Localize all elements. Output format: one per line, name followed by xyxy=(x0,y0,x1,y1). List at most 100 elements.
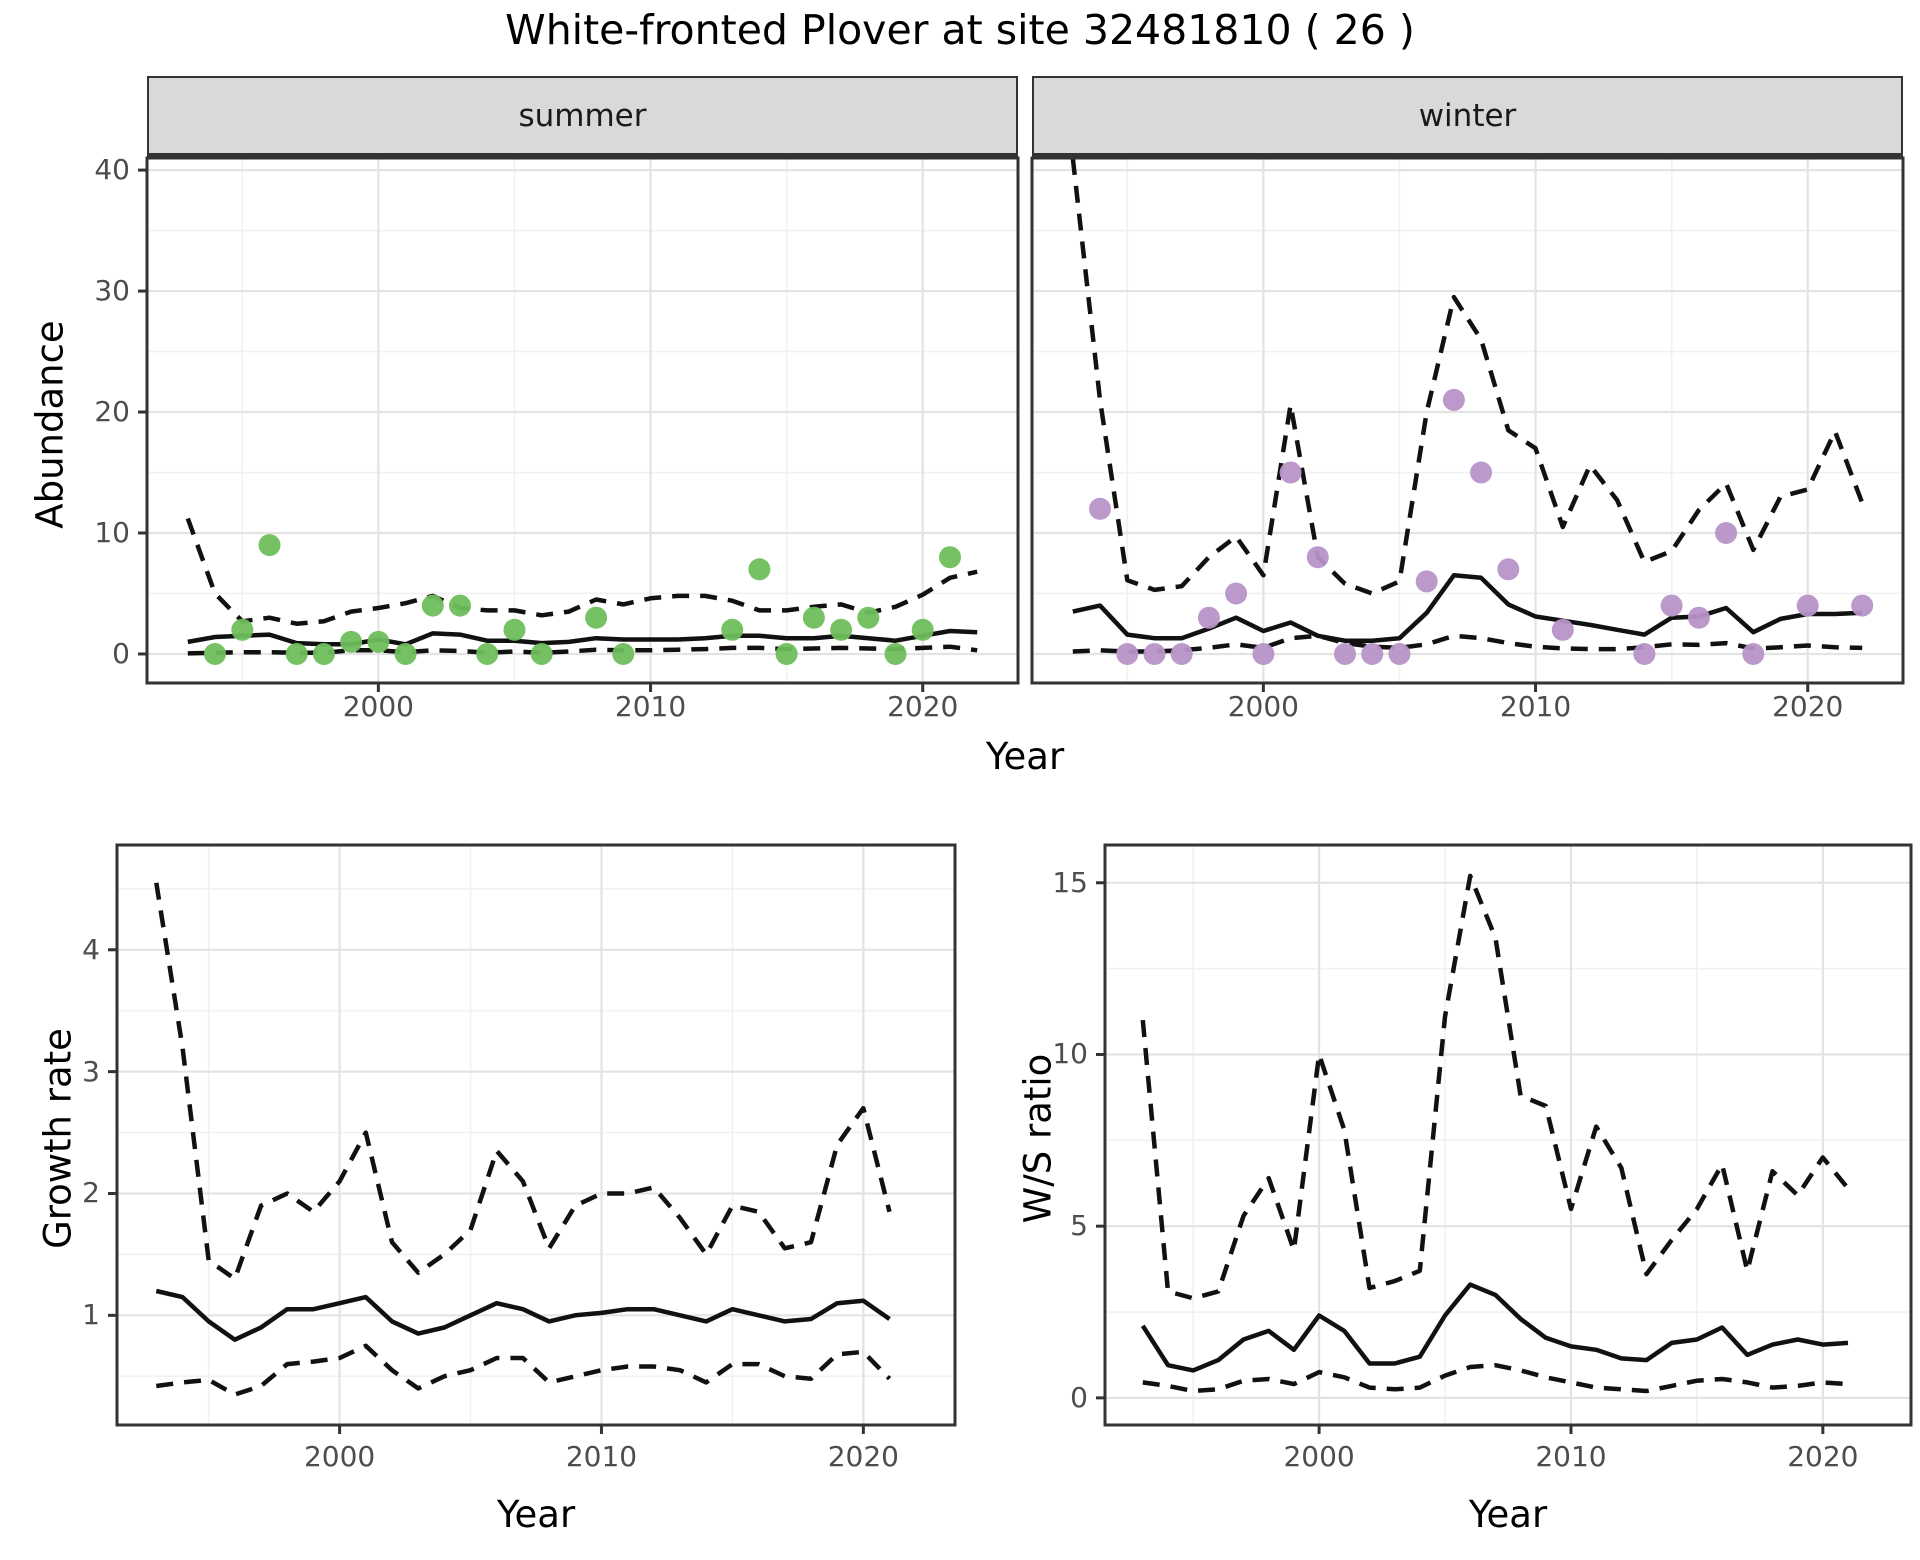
data-point xyxy=(204,643,226,665)
series-lower_CI-summer xyxy=(187,644,978,656)
series-median-ws xyxy=(1140,1282,1849,1373)
facet-strip-winter-label: winter xyxy=(1418,97,1517,134)
data-point xyxy=(1334,643,1356,665)
panel-border-growth xyxy=(115,843,957,1427)
data-point xyxy=(1361,643,1384,665)
data-point xyxy=(1388,643,1411,665)
data-point xyxy=(1442,388,1465,411)
data-point xyxy=(1851,594,1874,617)
data-point xyxy=(1143,643,1166,665)
series-upper_CI-growth xyxy=(154,882,892,1282)
data-point xyxy=(421,594,444,617)
x-tick-label-summer: 2000 xyxy=(342,690,414,723)
data-point xyxy=(911,618,934,641)
data-point xyxy=(721,618,744,641)
data-point xyxy=(1687,606,1710,629)
data-point xyxy=(340,630,363,653)
top-x-axis-title: Year xyxy=(985,735,1065,778)
x-tick-label-growth: 2020 xyxy=(827,1440,899,1473)
y-tick-label-growth: 2 xyxy=(82,1176,100,1210)
data-point xyxy=(1225,582,1248,605)
x-tick-label-summer: 2010 xyxy=(614,690,687,723)
facet-strip-winter: winter xyxy=(1032,76,1903,158)
data-point xyxy=(884,643,907,665)
data-point xyxy=(503,618,526,641)
data-point xyxy=(1252,643,1275,665)
x-tick-label-growth: 2010 xyxy=(565,1440,638,1473)
data-point xyxy=(1170,643,1193,665)
y-tick-label-summer: 0 xyxy=(112,636,130,670)
panel-summer xyxy=(138,156,1020,692)
data-point xyxy=(857,606,880,629)
data-point xyxy=(1116,643,1139,665)
observed-counts-winter xyxy=(1089,388,1874,665)
panel-background-ws xyxy=(1105,845,1911,1425)
facet-strip-summer: summer xyxy=(147,76,1018,158)
x-tick-label-summer: 2020 xyxy=(887,690,959,723)
x-tick-label-ws: 2010 xyxy=(1535,1440,1607,1473)
data-point xyxy=(231,618,254,641)
data-point xyxy=(1470,461,1493,484)
series-lower_CI-ws xyxy=(1142,1362,1849,1394)
panel-border-ws xyxy=(1103,843,1913,1427)
y-tick-label-summer: 20 xyxy=(94,395,130,429)
data-point xyxy=(449,594,471,617)
data-point xyxy=(476,643,499,665)
figure-title: White-fronted Plover at site 32481810 ( … xyxy=(505,6,1415,54)
y-tick-label-ws: 15 xyxy=(1052,865,1088,899)
x-tick-label-growth: 2000 xyxy=(303,1440,376,1473)
series-median-growth xyxy=(155,1288,891,1342)
growth-x-axis-title: Year xyxy=(496,1493,576,1536)
data-point xyxy=(1089,497,1111,520)
y-tick-label-growth: 3 xyxy=(82,1054,100,1088)
data-point xyxy=(612,643,635,665)
data-point xyxy=(775,643,798,665)
data-point xyxy=(258,534,281,557)
y-tick-label-ws: 10 xyxy=(1052,1037,1088,1071)
data-point xyxy=(802,606,825,629)
data-point xyxy=(1796,594,1819,617)
y-tick-label-ws: 5 xyxy=(1070,1209,1088,1243)
data-point xyxy=(939,546,961,569)
series-upper_CI-ws xyxy=(1140,873,1850,1301)
data-point xyxy=(367,630,390,653)
y-tick-label-growth: 1 xyxy=(82,1298,100,1332)
growth-rate-axis-title: Growth rate xyxy=(36,1028,80,1249)
data-point xyxy=(1415,570,1438,593)
data-point xyxy=(830,618,853,641)
data-point xyxy=(394,643,417,665)
data-point xyxy=(585,606,608,629)
data-point xyxy=(1497,558,1520,581)
data-point xyxy=(312,643,335,665)
data-point xyxy=(748,558,771,581)
data-point xyxy=(285,643,308,665)
panel-background-summer xyxy=(147,158,1018,683)
series-upper_CI-winter xyxy=(1070,158,1865,596)
observed-counts-summer xyxy=(204,534,961,665)
panel-border-summer xyxy=(145,156,1020,685)
series-lower_CI-growth xyxy=(155,1343,892,1397)
panel-ws xyxy=(1096,843,1913,1434)
series-upper_CI-summer xyxy=(185,517,978,626)
data-point xyxy=(530,643,553,665)
panel-background-winter xyxy=(1032,158,1903,683)
x-tick-label-ws: 2020 xyxy=(1787,1440,1859,1473)
data-point xyxy=(1551,618,1574,641)
data-point xyxy=(1742,643,1765,665)
panel-border-winter xyxy=(1030,156,1905,685)
data-point xyxy=(1279,461,1302,484)
ws-x-axis-title: Year xyxy=(1468,1493,1548,1536)
series-lower_CI-winter xyxy=(1072,633,1863,654)
facet-strip-summer-label: summer xyxy=(518,97,647,134)
data-point xyxy=(1306,546,1329,569)
y-tick-label-summer: 30 xyxy=(94,274,130,308)
data-point xyxy=(1633,643,1656,665)
y-tick-label-summer: 40 xyxy=(94,153,130,187)
data-point xyxy=(1197,606,1220,629)
y-tick-label-summer: 10 xyxy=(94,516,130,549)
x-tick-label-winter: 2020 xyxy=(1772,690,1844,723)
series-median-winter xyxy=(1072,573,1863,643)
panel-winter xyxy=(1030,156,1905,692)
